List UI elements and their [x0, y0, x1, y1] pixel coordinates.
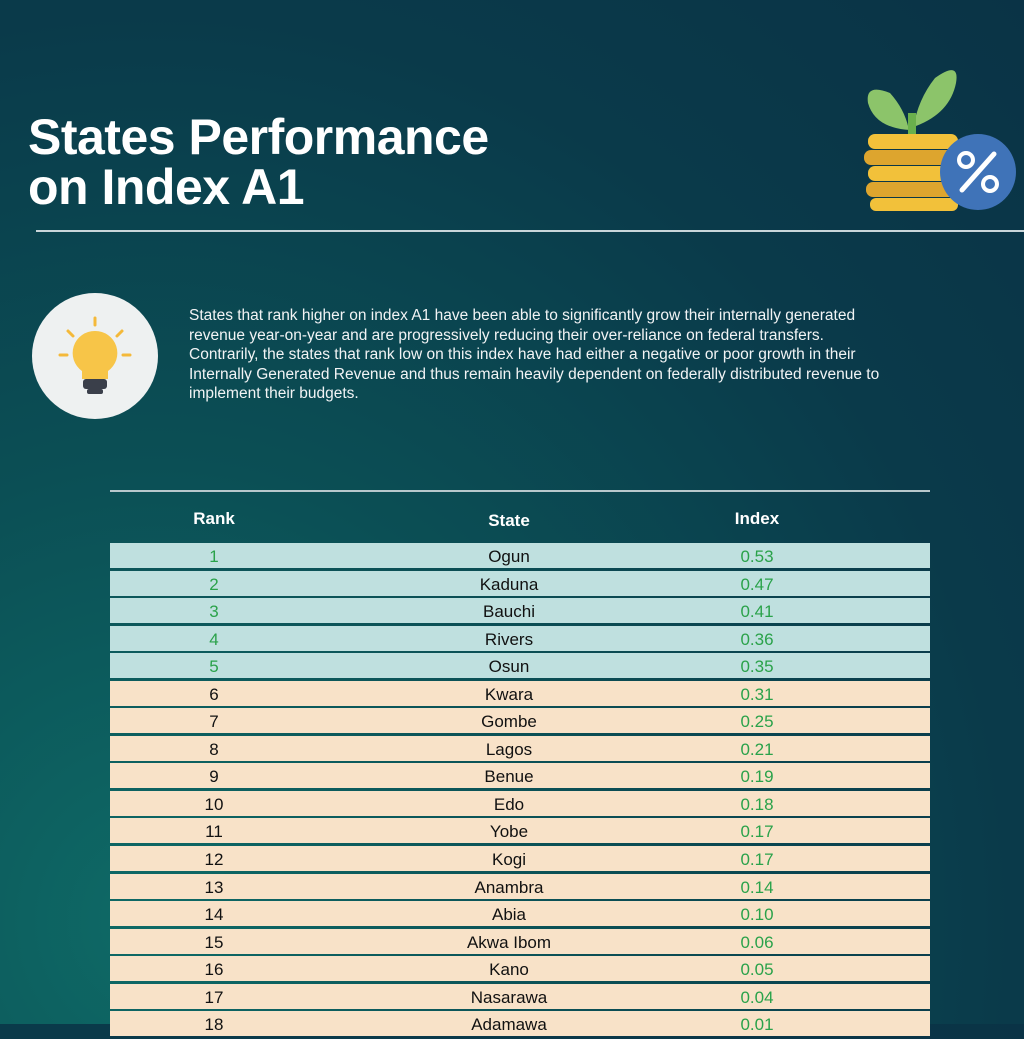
index-cell: 0.17	[740, 850, 774, 870]
rank-cell: 5	[209, 657, 219, 677]
intro-text: States that rank higher on index A1 have…	[189, 307, 880, 402]
index-cell: 0.21	[740, 739, 774, 759]
rank-cell: 15	[204, 932, 224, 952]
state-cell: Yobe	[489, 822, 529, 842]
rank-cell: 2	[209, 574, 219, 594]
table-row: 17 Nasarawa 0.04	[110, 983, 930, 1009]
index-cell: 0.14	[740, 877, 774, 897]
table-row: 3 Bauchi 0.41	[110, 598, 930, 624]
state-cell: Kano	[489, 960, 529, 980]
table-row: 5 Osun 0.35	[110, 653, 930, 679]
rank-cell: 16	[204, 960, 224, 980]
rank-cell: 9	[209, 767, 219, 787]
table-row: 14 Abia 0.10	[110, 901, 930, 927]
rank-cell: 13	[204, 877, 224, 897]
index-cell: 0.06	[740, 932, 774, 952]
state-cell: Kaduna	[479, 574, 539, 594]
rank-cell: 10	[204, 794, 224, 814]
lightbulb-badge	[32, 293, 158, 419]
table-row: 1 Ogun 0.53	[110, 543, 930, 568]
table-row: 10 Edo 0.18	[110, 790, 930, 816]
index-cell: 0.18	[740, 794, 774, 814]
state-cell: Benue	[484, 767, 534, 787]
plant-coins-percent-icon	[864, 70, 1016, 211]
table-row: 4 Rivers 0.36	[110, 625, 930, 651]
rank-cell: 1	[209, 547, 219, 566]
rank-cell: 4	[209, 629, 219, 649]
table-row: 11 Yobe 0.17	[110, 818, 930, 844]
index-cell: 0.19	[740, 767, 774, 787]
table-row: 2 Kaduna 0.47	[110, 570, 930, 596]
state-cell: Abia	[491, 905, 527, 925]
table-row: 15 Akwa Ibom 0.06	[110, 928, 930, 954]
state-cell: Adamawa	[471, 1015, 547, 1035]
rank-cell: 6	[209, 684, 219, 704]
rank-cell: 8	[209, 739, 219, 759]
rank-cell: 18	[204, 1015, 224, 1035]
table-row: 9 Benue 0.19	[110, 763, 930, 789]
rank-cell: 7	[209, 712, 219, 732]
rank-cell: 11	[205, 822, 223, 842]
state-cell: Kwara	[484, 684, 534, 704]
page-title: States Performance on Index A1	[28, 109, 489, 215]
state-cell: Lagos	[485, 739, 533, 759]
ranking-table: 1 Ogun 0.53 2 Kaduna 0.47 3 Bauchi 0.41 4 Rivers 0.…	[110, 543, 930, 1039]
rank-cell: 14	[204, 905, 224, 925]
index-cell: 0.25	[740, 712, 774, 732]
index-cell: 0.05	[740, 960, 774, 980]
index-cell: 0.41	[740, 602, 774, 622]
state-cell: Osun	[488, 657, 530, 677]
index-cell: 0.36	[740, 629, 774, 649]
state-cell: Anambra	[474, 877, 544, 897]
header-rank: Rank	[193, 509, 235, 528]
state-cell: Akwa Ibom	[466, 932, 552, 952]
table-row: 6 Kwara 0.31	[110, 680, 930, 706]
state-cell: Nasarawa	[470, 987, 548, 1007]
index-cell: 0.47	[740, 574, 774, 594]
header-index: Index	[734, 509, 780, 528]
index-cell: 0.53	[740, 547, 774, 566]
rank-cell: 17	[204, 987, 224, 1007]
header-divider	[36, 230, 1024, 232]
index-cell: 0.01	[740, 1015, 774, 1035]
index-cell: 0.35	[740, 657, 774, 677]
header-state: State	[488, 511, 530, 530]
state-cell: Kogi	[491, 850, 527, 870]
index-cell: 0.31	[740, 684, 774, 704]
rank-cell: 12	[204, 850, 224, 870]
state-cell: Edo	[493, 794, 525, 814]
state-cell: Ogun	[488, 547, 530, 566]
lightbulb-icon	[58, 316, 132, 394]
state-cell: Rivers	[484, 629, 534, 649]
table-row: 13 Anambra 0.14	[110, 873, 930, 899]
table-row: 8 Lagos 0.21	[110, 735, 930, 761]
index-cell: 0.10	[740, 905, 774, 925]
table-row: 7 Gombe 0.25	[110, 708, 930, 734]
table-row: 16 Kano 0.05	[110, 956, 930, 982]
index-cell: 0.04	[740, 987, 774, 1007]
state-cell: Bauchi	[483, 602, 535, 622]
index-cell: 0.17	[740, 822, 774, 842]
table-divider	[110, 490, 930, 492]
state-cell: Gombe	[481, 712, 537, 732]
table-row: 12 Kogi 0.17	[110, 846, 930, 872]
rank-cell: 3	[209, 602, 219, 622]
